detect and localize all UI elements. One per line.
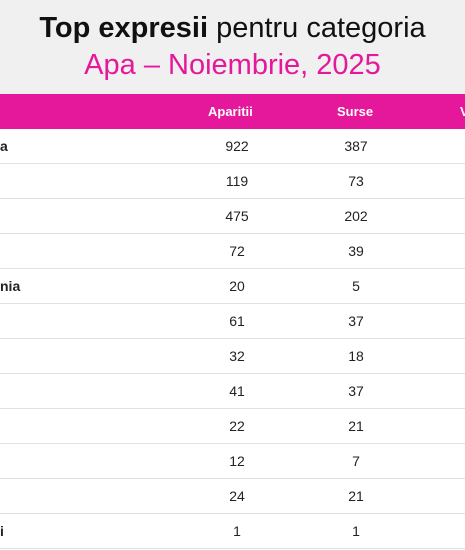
row-surse-value: 5: [352, 278, 360, 294]
table-row: 22 21: [0, 409, 465, 444]
row-surse-value: 21: [348, 488, 364, 504]
table-row: nia 20 5: [0, 269, 465, 304]
table-row: a 922 387: [0, 129, 465, 164]
row-aparitii-value: 61: [229, 313, 245, 329]
row-surse-value: 387: [344, 138, 368, 154]
row-expression: i: [0, 523, 4, 539]
row-surse-value: 7: [352, 453, 360, 469]
table-row: 32 18: [0, 339, 465, 374]
chart-title-bold: Top expresii: [39, 12, 209, 44]
chart-title-rest: pentru categoria: [216, 12, 426, 44]
chart-header: Top expresii pentru categoria Apa – Noie…: [0, 0, 465, 94]
column-header-aparitii: Aparitii: [208, 104, 253, 119]
table-row: 61 37: [0, 304, 465, 339]
row-surse-value: 37: [348, 383, 364, 399]
table-row: 119 73: [0, 164, 465, 199]
row-aparitii-value: 24: [229, 488, 245, 504]
table-row: 475 202: [0, 199, 465, 234]
row-aparitii-value: 119: [225, 173, 249, 189]
row-surse-value: 1: [352, 523, 360, 539]
row-aparitii-value: 20: [229, 278, 245, 294]
row-surse-value: 39: [348, 243, 364, 259]
table-row: 72 39: [0, 234, 465, 269]
table-row: 41 37: [0, 374, 465, 409]
table-row: 12 7: [0, 444, 465, 479]
row-surse-value: 21: [348, 418, 364, 434]
row-surse-value: 18: [348, 348, 364, 364]
chart-subtitle: Apa – Noiembrie, 2025: [84, 49, 381, 81]
row-aparitii-value: 72: [229, 243, 245, 259]
row-aparitii-value: 1: [233, 523, 241, 539]
table-row: 24 21: [0, 479, 465, 514]
row-surse-value: 37: [348, 313, 364, 329]
row-expression: nia: [0, 278, 21, 294]
row-aparitii-value: 41: [229, 383, 245, 399]
column-header-v: V: [460, 104, 465, 119]
row-aparitii-value: 475: [225, 208, 249, 224]
row-expression: a: [0, 138, 8, 154]
row-aparitii-value: 22: [229, 418, 245, 434]
row-aparitii-value: 32: [229, 348, 245, 364]
row-surse-value: 202: [344, 208, 368, 224]
table-header: Aparitii Surse V: [0, 94, 465, 129]
row-surse-value: 73: [348, 173, 364, 189]
table-row: i 1 1: [0, 514, 465, 549]
column-header-surse: Surse: [337, 104, 374, 119]
chart-title: Top expresii pentru categoria: [0, 10, 465, 46]
row-aparitii-value: 922: [225, 138, 249, 154]
row-aparitii-value: 12: [229, 453, 245, 469]
